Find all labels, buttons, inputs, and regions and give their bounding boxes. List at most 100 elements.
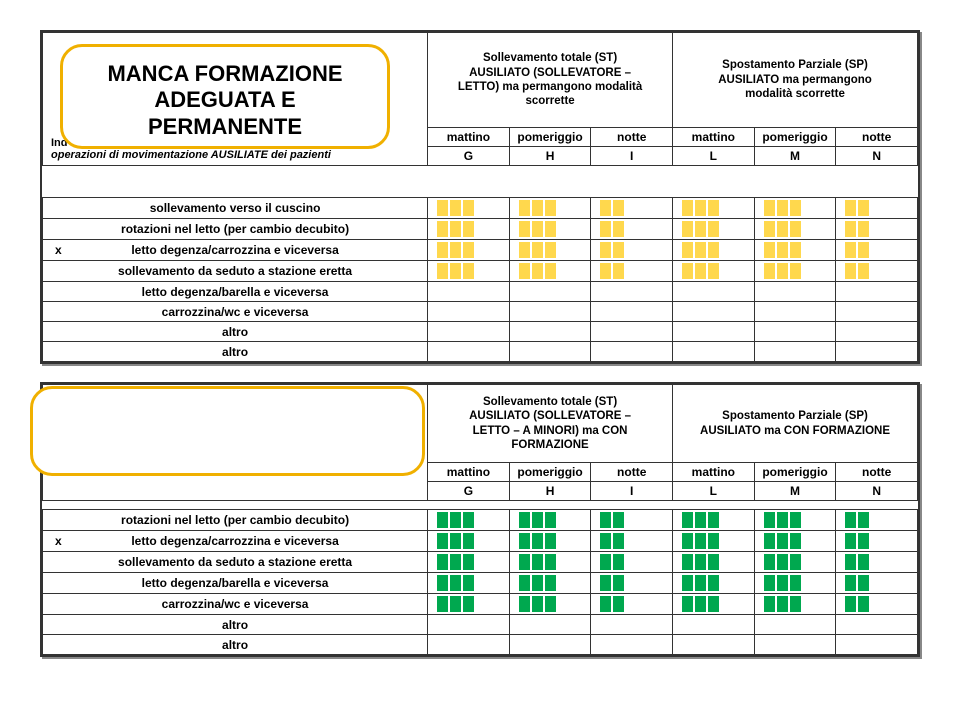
- bar-cell: [754, 198, 836, 219]
- bar-cell: [673, 322, 755, 342]
- bar: [790, 200, 801, 216]
- bar-cell: [428, 219, 510, 240]
- bar: [450, 533, 461, 549]
- callout-manca-formazione: MANCA FORMAZIONE ADEGUATA E PERMANENTE: [60, 44, 390, 149]
- bar: [532, 533, 543, 549]
- row-label: letto degenza/carrozzina e viceversax: [43, 531, 428, 552]
- section2-frame: Sollevamento totale (ST)AUSILIATO (SOLLE…: [40, 382, 920, 657]
- bar-cell: [428, 531, 510, 552]
- callout2-line2a: SEMPRE AUSILIATE: [117, 424, 320, 447]
- bar-cell: [754, 240, 836, 261]
- bar: [463, 221, 474, 237]
- bar: [600, 242, 611, 258]
- callout1-line3: PERMANENTE: [63, 114, 387, 140]
- bar: [437, 242, 448, 258]
- time-cell: G: [428, 482, 510, 501]
- bar: [777, 263, 788, 279]
- bar: [519, 200, 530, 216]
- x-mark: x: [55, 243, 62, 257]
- table-row: sollevamento da seduto a stazione eretta: [43, 261, 918, 282]
- bar-cell: [591, 531, 673, 552]
- row-label: carrozzina/wc e viceversa: [43, 594, 428, 615]
- bar-cell: [509, 342, 591, 362]
- bar: [519, 533, 530, 549]
- bar: [545, 242, 556, 258]
- callout2-line3: FORMAZIONE PERMANENTE: [33, 450, 422, 476]
- row-label: sollevamento da seduto a stazione eretta: [43, 552, 428, 573]
- bar-cell: [673, 573, 755, 594]
- section2-head-left: Sollevamento totale (ST)AUSILIATO (SOLLE…: [428, 385, 673, 463]
- bar-cell: [509, 635, 591, 655]
- bar: [463, 263, 474, 279]
- bar: [777, 596, 788, 612]
- bar-cell: [509, 282, 591, 302]
- bar: [708, 242, 719, 258]
- bar: [845, 596, 856, 612]
- bar: [695, 596, 706, 612]
- time-cell: G: [428, 147, 510, 166]
- bar: [545, 263, 556, 279]
- bar-cell: [836, 552, 918, 573]
- bar: [437, 512, 448, 528]
- table-row: rotazioni nel letto (per cambio decubito…: [43, 219, 918, 240]
- ops-line: operazioni di movimentazione AUSILIATE d…: [51, 149, 331, 161]
- bar-cell: [509, 510, 591, 531]
- time-cell: notte: [836, 128, 918, 147]
- bar: [695, 221, 706, 237]
- bar: [777, 221, 788, 237]
- bar: [695, 200, 706, 216]
- row-label: rotazioni nel letto (per cambio decubito…: [43, 510, 428, 531]
- bar-cell: [428, 615, 510, 635]
- bar: [600, 554, 611, 570]
- table-row: carrozzina/wc e viceversa: [43, 594, 918, 615]
- bar-cell: [836, 510, 918, 531]
- bar: [463, 575, 474, 591]
- callout1-line2: ADEGUATA E: [63, 87, 387, 113]
- bar-cell: [509, 573, 591, 594]
- bar-cell: [509, 198, 591, 219]
- bar-cell: [754, 615, 836, 635]
- bar: [858, 575, 869, 591]
- bar: [682, 596, 693, 612]
- bar: [708, 200, 719, 216]
- bar: [708, 575, 719, 591]
- bar-cell: [836, 282, 918, 302]
- section1-header-region: Ind operazioni di movimentazione AUSILIA…: [42, 32, 918, 197]
- bar-cell: [754, 635, 836, 655]
- bar: [790, 221, 801, 237]
- bar-cell: [509, 261, 591, 282]
- row-label: altro: [43, 322, 428, 342]
- table-row: rotazioni nel letto (per cambio decubito…: [43, 510, 918, 531]
- bar: [600, 512, 611, 528]
- section2-header-region: Sollevamento totale (ST)AUSILIATO (SOLLE…: [42, 384, 918, 509]
- row-label: letto degenza/barella e viceversa: [43, 573, 428, 594]
- section1-frame: Ind operazioni di movimentazione AUSILIA…: [40, 30, 920, 364]
- bar-cell: [428, 552, 510, 573]
- bar: [613, 200, 624, 216]
- bar: [600, 263, 611, 279]
- bar: [858, 533, 869, 549]
- bar: [790, 554, 801, 570]
- table-row: sollevamento da seduto a stazione eretta: [43, 552, 918, 573]
- bar-cell: [591, 198, 673, 219]
- bar-cell: [673, 635, 755, 655]
- bar-cell: [428, 594, 510, 615]
- bar: [708, 263, 719, 279]
- bar-cell: [836, 198, 918, 219]
- row-label: carrozzina/wc e viceversa: [43, 302, 428, 322]
- bar-cell: [591, 342, 673, 362]
- bar: [450, 221, 461, 237]
- bar: [708, 512, 719, 528]
- bar: [858, 596, 869, 612]
- bar-cell: [754, 552, 836, 573]
- bar: [695, 575, 706, 591]
- bar: [532, 221, 543, 237]
- callout2-line2b: +: [320, 424, 338, 447]
- bar-cell: [428, 240, 510, 261]
- bar: [437, 533, 448, 549]
- bar: [545, 575, 556, 591]
- bar: [437, 263, 448, 279]
- bar: [708, 596, 719, 612]
- bar: [845, 200, 856, 216]
- bar-cell: [754, 573, 836, 594]
